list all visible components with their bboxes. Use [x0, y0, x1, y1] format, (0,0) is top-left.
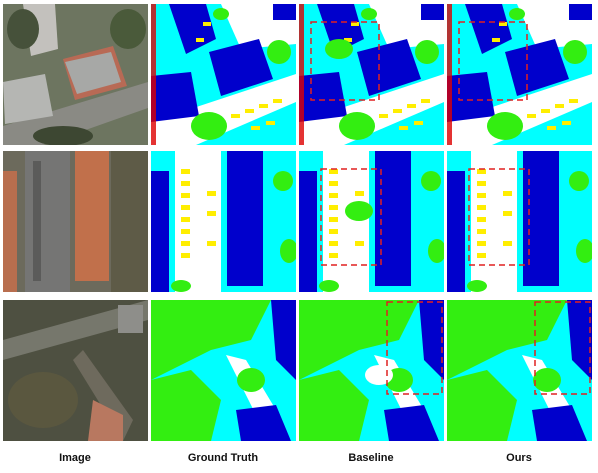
error-blob	[345, 201, 373, 221]
image-grid	[3, 4, 592, 441]
segmentation-map	[151, 4, 296, 145]
highlight-box	[458, 21, 528, 101]
aerial-photo	[3, 300, 148, 441]
segmentation-map	[447, 151, 592, 292]
column-label: Ground Truth	[188, 452, 259, 464]
aerial-photo	[3, 4, 148, 145]
highlight-box	[310, 21, 380, 101]
segmentation-map	[447, 300, 592, 441]
segmentation-map	[151, 151, 296, 292]
aerial-photo	[3, 151, 148, 292]
highlight-box	[534, 301, 591, 395]
segmentation-map	[299, 4, 444, 145]
column-label: Ours	[506, 452, 532, 464]
highlight-box	[320, 168, 382, 266]
highlight-box	[468, 168, 530, 266]
segmentation-map	[151, 300, 296, 441]
column-label: Image	[59, 452, 91, 464]
highlight-box	[386, 301, 443, 395]
error-blob	[325, 39, 353, 59]
segmentation-map	[447, 4, 592, 145]
column-label: Baseline	[348, 452, 393, 464]
segmentation-map	[299, 151, 444, 292]
error-blob	[365, 365, 393, 385]
